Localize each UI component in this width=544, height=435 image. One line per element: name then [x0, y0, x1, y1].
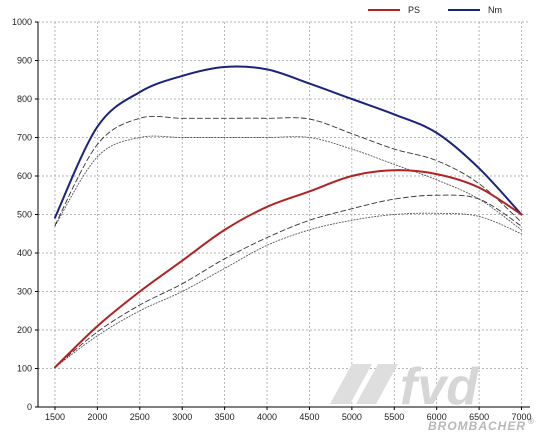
x-tick-label: 5000 [342, 412, 362, 422]
axes: 0 100 200 300 400 500 600 700 800 900 1000 1500 2000… [12, 17, 532, 422]
x-tick-label: 6500 [469, 412, 489, 422]
series-line-ps [54, 169, 523, 369]
y-tick-label: 0 [27, 402, 32, 412]
y-tick-label: 100 [17, 364, 32, 374]
series-line-dashed-2 [54, 115, 522, 226]
series-line-dotted-5 [54, 212, 522, 368]
watermark-stripes-icon [330, 364, 398, 404]
grid [38, 21, 530, 407]
x-tick-label: 2000 [87, 412, 107, 422]
x-tick-label: 3500 [215, 412, 235, 422]
x-tick-label: 5500 [384, 412, 404, 422]
y-tick-label: 1000 [12, 17, 32, 27]
legend-label: PS [408, 5, 420, 15]
x-tick-label: 6000 [427, 412, 447, 422]
series-line-dotted-3 [54, 135, 522, 231]
legend-item-ps: PS [368, 5, 420, 15]
x-tick-label: 2500 [130, 412, 150, 422]
series-line-nm [54, 65, 523, 219]
watermark-logo: fvd [400, 358, 479, 416]
legend-item-nm: Nm [448, 5, 502, 15]
legend: PS Nm [368, 5, 502, 15]
y-tick-label: 500 [17, 210, 32, 220]
x-tick-label: 4000 [257, 412, 277, 422]
y-tick-label: 700 [17, 133, 32, 143]
x-tick-label: 4500 [299, 412, 319, 422]
series-line-dashed-4 [54, 194, 522, 368]
x-tick-label: 3000 [172, 412, 192, 422]
watermark-brand: BROMBACHER [428, 419, 526, 433]
y-tick-label: 300 [17, 287, 32, 297]
watermark: fvd BROMBACHER ® [330, 358, 535, 433]
legend-label: Nm [488, 5, 502, 15]
series-group [54, 65, 523, 369]
y-tick-label: 600 [17, 171, 32, 181]
y-tick-label: 200 [17, 325, 32, 335]
watermark-mark: ® [528, 417, 535, 426]
x-tick-label: 7000 [512, 412, 532, 422]
y-tick-label: 400 [17, 248, 32, 258]
y-tick-label: 900 [17, 56, 32, 66]
y-tick-label: 800 [17, 94, 32, 104]
x-tick-label: 1500 [45, 412, 65, 422]
